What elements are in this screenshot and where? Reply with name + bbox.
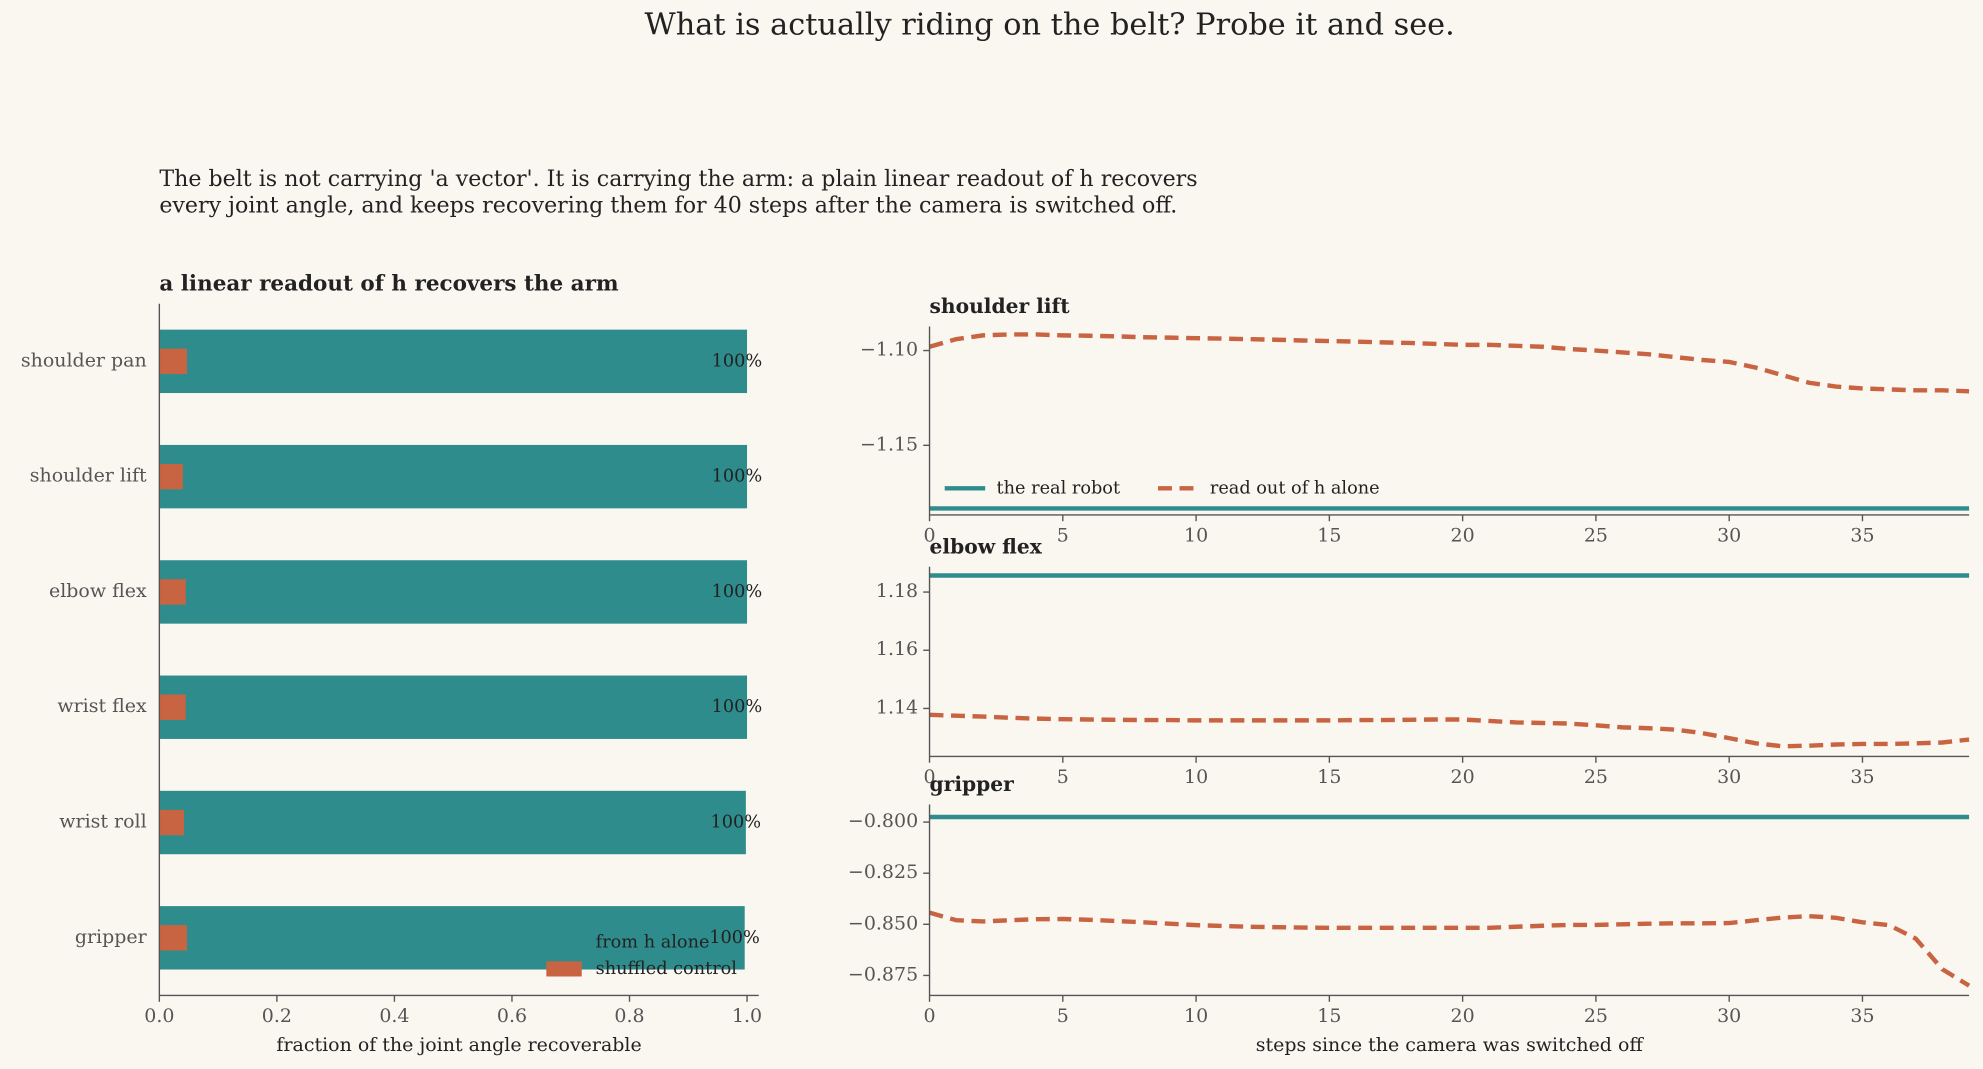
bar [159, 925, 187, 951]
y-tick-label: −1.10 [860, 339, 918, 361]
y-tick-label: 1.18 [876, 580, 918, 602]
legend-label: read out of h alone [1210, 478, 1380, 498]
line-series [929, 712, 1970, 749]
bar [159, 463, 183, 490]
y-tick-label: wrist flex [57, 695, 147, 717]
x-tick-label: 0.2 [262, 1005, 292, 1027]
bar [159, 329, 748, 394]
panel-title: elbow flex [930, 534, 1043, 558]
x-axis-label: steps since the camera was switched off [1256, 1034, 1645, 1056]
x-tick-label: 20 [1451, 766, 1475, 788]
legend-swatch [546, 961, 582, 977]
y-tick-label: −0.875 [848, 963, 918, 985]
y-tick-label: wrist roll [59, 811, 146, 833]
y-tick-label: −0.800 [848, 810, 918, 832]
bar [159, 444, 748, 509]
x-tick-label: 30 [1717, 524, 1741, 546]
y-tick-label: 1.16 [876, 638, 918, 660]
y-tick-label: shoulder lift [30, 465, 147, 487]
subtitle-line: The belt is not carrying 'a vector'. It … [159, 166, 1197, 192]
x-tick-label: 0 [923, 1005, 935, 1027]
legend-swatch [546, 934, 582, 950]
figure-title: What is actually riding on the belt? Pro… [645, 8, 1455, 43]
x-tick-label: 25 [1584, 766, 1608, 788]
x-tick-label: 15 [1317, 524, 1341, 546]
x-tick-label: 10 [1184, 524, 1208, 546]
bar [159, 560, 748, 624]
x-tick-label: 0.0 [144, 1005, 174, 1027]
y-tick-label: gripper [75, 926, 148, 948]
x-tick-label: 30 [1717, 766, 1741, 788]
x-tick-label: 5 [1057, 524, 1069, 546]
bar [159, 906, 745, 970]
bar [159, 790, 746, 855]
x-tick-label: 10 [1184, 1005, 1208, 1027]
bar [159, 579, 186, 605]
y-tick-label: shoulder pan [21, 349, 147, 371]
value-label: 100% [712, 467, 763, 487]
value-label: 100% [712, 697, 763, 717]
x-axis-label: fraction of the joint angle recoverable [276, 1034, 641, 1056]
y-tick-label: −1.15 [860, 433, 918, 455]
x-tick-label: 0 [923, 524, 935, 546]
y-tick-label: −0.825 [848, 861, 918, 883]
value-label: 100% [712, 351, 763, 371]
x-tick-label: 25 [1584, 524, 1608, 546]
bar [159, 809, 185, 836]
line-series [928, 332, 1970, 394]
x-tick-label: 5 [1057, 1005, 1069, 1027]
legend-label: shuffled control [596, 959, 738, 979]
legend-label: the real robot [997, 478, 1121, 498]
x-tick-label: 15 [1317, 1005, 1341, 1027]
x-tick-label: 10 [1184, 766, 1208, 788]
bar [159, 694, 186, 720]
bar [159, 675, 748, 739]
panel-title: a linear readout of h recovers the arm [159, 272, 619, 297]
legend-label: from h alone [596, 932, 710, 952]
x-tick-label: 20 [1451, 1005, 1475, 1027]
value-label: 100% [712, 582, 763, 602]
panel-title: shoulder lift [930, 294, 1071, 318]
bar [159, 348, 187, 375]
x-tick-label: 30 [1717, 1005, 1741, 1027]
y-tick-label: elbow flex [49, 580, 147, 602]
x-tick-label: 25 [1584, 1005, 1608, 1027]
y-tick-label: 1.14 [876, 696, 918, 718]
x-tick-label: 15 [1317, 766, 1341, 788]
line-series [928, 910, 1971, 988]
value-label: 100% [709, 928, 760, 948]
x-tick-label: 0.4 [379, 1005, 409, 1027]
x-tick-label: 20 [1451, 524, 1475, 546]
x-tick-label: 35 [1850, 766, 1874, 788]
value-label: 100% [710, 813, 761, 833]
subtitle-line: every joint angle, and keeps recovering … [159, 192, 1177, 218]
x-tick-label: 0.8 [614, 1005, 644, 1027]
x-tick-label: 35 [1850, 524, 1874, 546]
x-tick-label: 0 [923, 766, 935, 788]
x-tick-label: 0.6 [497, 1005, 527, 1027]
x-tick-label: 5 [1057, 766, 1069, 788]
y-tick-label: −0.850 [848, 912, 918, 934]
x-tick-label: 1.0 [732, 1005, 762, 1027]
panel-title: gripper [930, 772, 1015, 796]
x-tick-label: 35 [1850, 1005, 1874, 1027]
